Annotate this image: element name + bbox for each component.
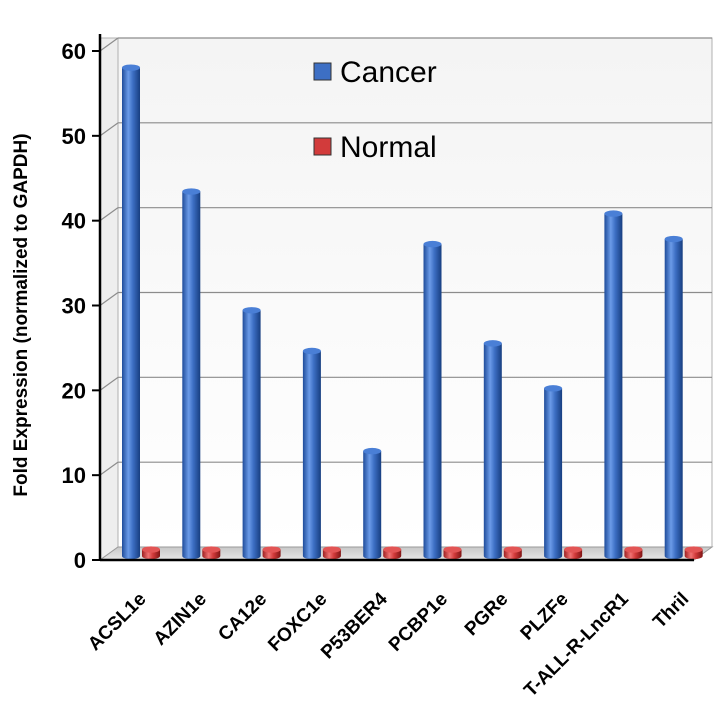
- x-category-label: PLZFe: [517, 589, 573, 645]
- bar-normal: [443, 546, 462, 560]
- y-tick-label: 30: [62, 294, 86, 319]
- bar-normal: [322, 546, 341, 560]
- x-category-label: PGRe: [461, 589, 512, 640]
- y-tick-label: 50: [62, 124, 86, 149]
- bar-cancer: [544, 385, 563, 560]
- bar-normal: [564, 546, 583, 560]
- x-category-label: P53BER4: [317, 588, 392, 663]
- legend-label: Cancer: [340, 56, 437, 89]
- gridline-side: [99, 376, 119, 391]
- x-category-label: CA12e: [214, 589, 271, 646]
- x-category-label: Thril: [649, 589, 693, 633]
- legend-label: Normal: [340, 131, 437, 164]
- y-axis-title: Fold Expression (normalized to GAPDH): [11, 133, 32, 496]
- y-tick-label: 60: [62, 39, 86, 64]
- bar-normal: [684, 546, 703, 560]
- bar-cancer: [182, 188, 201, 560]
- legend-item-cancer: Cancer: [313, 56, 437, 89]
- bar-normal: [383, 546, 402, 560]
- bar-normal: [624, 546, 643, 560]
- legend-item-normal: Normal: [313, 131, 437, 164]
- bar-normal: [202, 546, 221, 560]
- x-category-label: ACSL1e: [84, 589, 150, 655]
- bar-cancer: [664, 235, 683, 560]
- legend-swatch: [313, 137, 332, 156]
- gridline-side: [99, 207, 119, 222]
- bar-cancer: [483, 340, 502, 560]
- bar-cancer: [423, 240, 442, 560]
- x-category-label: T-ALL-R-LncR1: [520, 588, 633, 701]
- y-tick-label: 40: [62, 209, 86, 234]
- bar-normal: [503, 546, 522, 560]
- bar-normal: [262, 546, 281, 560]
- bar-cancer: [363, 447, 382, 560]
- gridline-side: [99, 122, 119, 137]
- bar-cancer: [122, 64, 140, 560]
- gridline-side: [99, 292, 119, 306]
- x-category-label: AZIN1e: [150, 589, 211, 650]
- bar-normal: [142, 546, 160, 560]
- y-tick-label: 10: [62, 463, 86, 488]
- bar-cancer: [604, 210, 623, 560]
- x-category-label: PCBP1e: [385, 589, 452, 656]
- gridline-side: [99, 37, 119, 52]
- y-tick-label: 20: [62, 378, 86, 403]
- bar-cancer: [302, 347, 321, 560]
- legend-swatch: [313, 62, 332, 81]
- y-tick-label: 0: [74, 548, 86, 573]
- bar-cancer: [242, 307, 261, 560]
- gridline-side: [99, 461, 119, 476]
